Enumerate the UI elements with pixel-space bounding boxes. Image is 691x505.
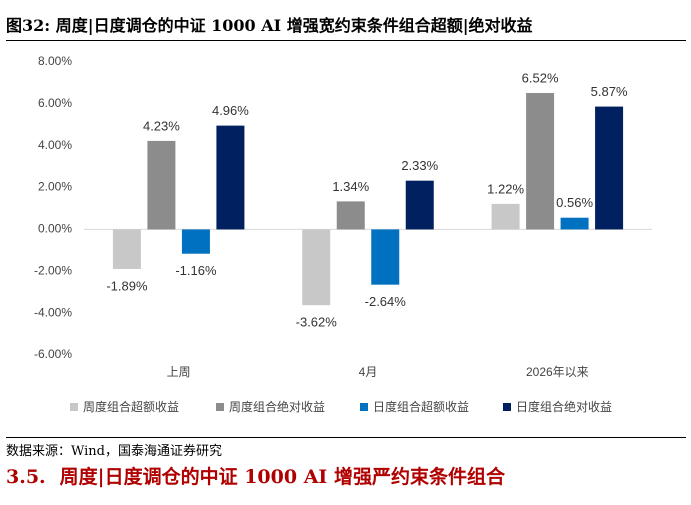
legend-label: 日度组合绝对收益 [516,399,612,414]
legend-label: 周度组合超额收益 [83,399,179,414]
bar [560,217,589,230]
section-title: 周度|日度调仓的中证 1000 AI 增强严约束条件组合 [59,466,505,488]
bar [112,229,141,269]
bar [595,106,624,230]
legend-swatch [216,403,224,411]
value-label: 6.52% [522,70,559,85]
section-heading: 3.5. 周度|日度调仓的中证 1000 AI 增强严约束条件组合 [6,462,519,489]
value-label: 4.96% [212,103,249,118]
y-tick-label: -6.00% [34,347,72,361]
bar [526,92,555,230]
bar [147,140,176,230]
bar [371,229,400,285]
y-tick-label: 2.00% [38,180,72,194]
y-tick-label: 6.00% [38,96,72,110]
y-tick-label: 0.00% [38,222,72,236]
figure-title: 图32: 周度|日度调仓的中证 1000 AI 增强宽约束条件组合超额|绝对收益 [6,12,686,41]
legend-swatch [70,403,78,411]
value-label: 2.33% [401,158,438,173]
value-label: -1.89% [106,278,148,293]
legend-label: 日度组合超额收益 [373,399,469,414]
bar [491,203,520,230]
bar [181,229,210,254]
chart: -6.00% -4.00% -2.00% 0.00% 2.00% 4.00% 6.00% 8.… [34,54,652,414]
bar [216,125,245,230]
y-tick-label: -4.00% [34,305,72,319]
y-tick-label: 8.00% [38,54,72,68]
bar [302,229,331,306]
x-tick-label: 上周 [167,365,191,379]
legend-label: 周度组合绝对收益 [229,399,325,414]
x-tick-label: 2026年以来 [526,365,589,379]
legend-swatch [360,403,368,411]
value-label: -2.64% [365,294,407,309]
value-label: 0.56% [556,195,593,210]
x-tick-label: 4月 [359,365,378,379]
bar [405,180,434,230]
y-tick-label: 4.00% [38,138,72,152]
value-label: -3.62% [296,315,338,330]
y-tick-label: -2.00% [34,263,72,277]
value-label: 1.22% [487,181,524,196]
value-label: 5.87% [591,84,628,99]
source-note: 数据来源：Wind，国泰海通证券研究 [6,437,686,459]
bar [336,201,365,230]
value-label: 4.23% [143,118,180,133]
value-label: -1.16% [175,263,217,278]
value-label: 1.34% [332,179,369,194]
section-number: 3.5. [6,466,46,488]
legend-swatch [503,403,511,411]
